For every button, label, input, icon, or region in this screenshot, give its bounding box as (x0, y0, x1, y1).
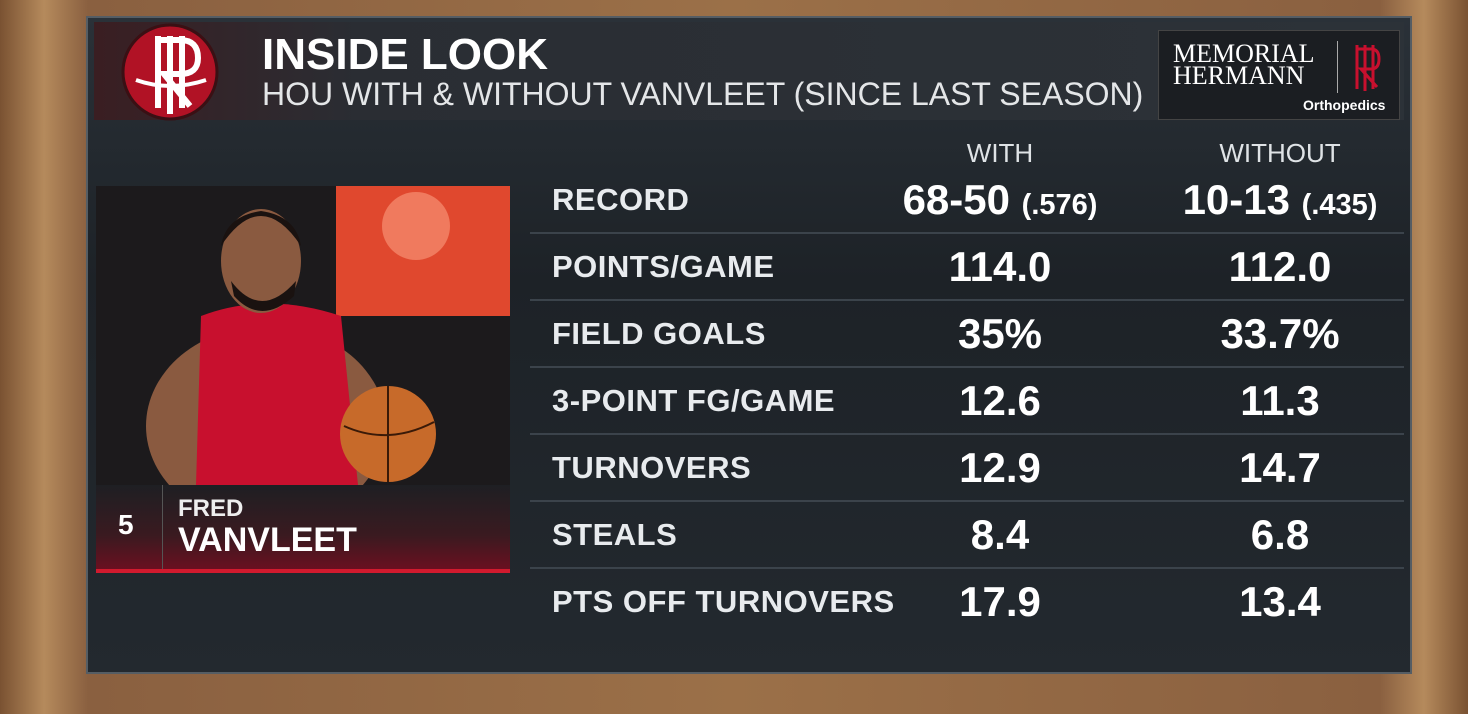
player-first-name: FRED (178, 495, 244, 522)
stat-value: 112.0 (1140, 243, 1420, 291)
team-logo (121, 23, 219, 121)
stat-value: 12.9 (860, 444, 1140, 492)
sponsor-tagline: Orthopedics (1303, 97, 1386, 113)
row-label: FIELD GOALS (552, 316, 766, 351)
stat-main: 6.8 (1250, 511, 1310, 558)
sponsor-name: MEMORIAL HERMANN (1173, 39, 1315, 90)
number-box (96, 485, 163, 569)
stat-value: 11.3 (1140, 377, 1420, 425)
stat-value: 68-50 (.576) (860, 176, 1140, 224)
column-header: WITHOUT (1219, 138, 1341, 168)
player-number: 5 (118, 509, 134, 540)
stat-main: 11.3 (1240, 377, 1320, 424)
stat-main: 12.6 (959, 377, 1041, 424)
stat-main: 17.9 (959, 578, 1041, 625)
stat-main: 114.0 (948, 243, 1052, 290)
name-plate: 5 FRED VANVLEET (96, 485, 510, 573)
row-label: STEALS (552, 517, 678, 552)
sponsor-line: MEMORIAL (1173, 39, 1315, 68)
sponsor-logo (1355, 45, 1381, 91)
sponsor-line: HERMANN (1173, 61, 1305, 90)
player-photo (96, 186, 510, 485)
column-header: WITH (966, 138, 1034, 168)
row-label: PTS OFF TURNOVERS (552, 584, 895, 619)
divider (1337, 41, 1338, 93)
row-separator (530, 299, 1404, 301)
stat-main: 14.7 (1239, 444, 1321, 491)
stat-value: 12.6 (860, 377, 1140, 425)
stat-pct: (.435) (1301, 189, 1378, 221)
title: INSIDE LOOK (262, 30, 549, 79)
stat-main: 8.4 (970, 511, 1030, 558)
sponsor-box: MEMORIAL HERMANN Orthopedics (1158, 30, 1400, 120)
stat-main: 68-50 (902, 176, 1010, 223)
row-separator (530, 500, 1404, 502)
stat-value: 33.7% (1140, 310, 1420, 358)
stat-main: 33.7% (1220, 310, 1340, 357)
subtitle: HOU WITH & WITHOUT VANVLEET (SINCE LAST … (262, 76, 1144, 112)
row-separator (530, 366, 1404, 368)
stat-main: 13.4 (1239, 578, 1321, 625)
stat-main: 10-13 (1182, 176, 1290, 223)
row-label: RECORD (552, 182, 690, 217)
row-label: TURNOVERS (552, 450, 752, 485)
row-label: POINTS/GAME (552, 249, 775, 284)
stat-main: 35% (957, 310, 1043, 357)
stat-value: 8.4 (860, 511, 1140, 559)
stat-main: 12.9 (959, 444, 1041, 491)
row-separator (530, 232, 1404, 234)
stat-value: 10-13 (.435) (1140, 176, 1420, 224)
row-separator (530, 567, 1404, 569)
stat-main: 112.0 (1228, 243, 1332, 290)
stat-value: 17.9 (860, 578, 1140, 626)
stat-value: 114.0 (860, 243, 1140, 291)
stat-value: 13.4 (1140, 578, 1420, 626)
player-last-name: VANVLEET (178, 521, 357, 559)
stat-pct: (.576) (1021, 189, 1098, 221)
row-label: 3-POINT FG/GAME (552, 383, 836, 418)
stat-value: 14.7 (1140, 444, 1420, 492)
stat-value: 35% (860, 310, 1140, 358)
stat-value: 6.8 (1140, 511, 1420, 559)
row-separator (530, 433, 1404, 435)
